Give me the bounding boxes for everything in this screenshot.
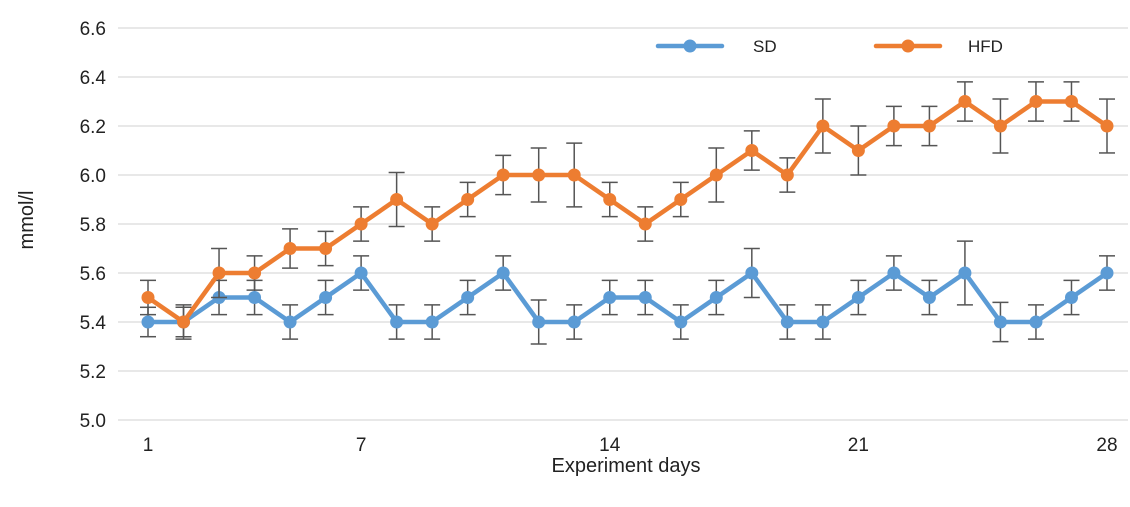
legend-item-hfd: HFD — [873, 37, 1003, 56]
data-point — [212, 266, 226, 280]
data-point — [603, 193, 617, 206]
data-point — [816, 315, 830, 329]
x-tick-label: 7 — [356, 435, 367, 456]
data-point — [567, 315, 581, 329]
x-axis-tick-labels: 1 7 14 21 28 — [143, 435, 1118, 456]
data-point — [496, 168, 510, 182]
data-point — [354, 217, 368, 231]
data-point — [248, 291, 262, 304]
data-point — [177, 315, 191, 329]
data-point — [283, 242, 297, 255]
y-tick-label: 6.6 — [80, 19, 106, 40]
y-tick-label: 5.2 — [80, 362, 106, 383]
data-point — [674, 193, 688, 206]
data-point — [248, 266, 262, 280]
data-point — [283, 315, 297, 329]
legend-label: SD — [753, 37, 777, 56]
data-point — [567, 168, 581, 182]
gridlines — [118, 27, 1128, 421]
data-point — [922, 291, 936, 304]
series-sd — [140, 240, 1115, 345]
x-tick-label: 28 — [1096, 435, 1117, 456]
legend-marker — [901, 39, 915, 53]
data-point — [390, 315, 404, 329]
legend-marker — [683, 39, 697, 53]
x-tick-label: 21 — [848, 435, 869, 456]
data-point — [425, 315, 439, 329]
data-point — [425, 217, 439, 231]
data-point — [851, 291, 865, 304]
data-point — [496, 266, 510, 280]
legend-item-sd: SD — [655, 37, 777, 56]
data-point — [141, 291, 155, 304]
y-tick-label: 5.8 — [80, 215, 106, 236]
data-point — [709, 291, 723, 304]
data-point — [709, 168, 723, 182]
data-point — [532, 168, 546, 182]
data-point — [993, 119, 1007, 133]
data-point — [532, 315, 546, 329]
data-point — [461, 291, 475, 304]
data-point — [390, 193, 404, 206]
data-point — [745, 144, 759, 157]
data-point — [887, 266, 901, 280]
data-point — [780, 168, 794, 182]
y-tick-label: 5.4 — [80, 313, 107, 334]
data-point — [603, 291, 617, 304]
data-point — [319, 242, 333, 255]
y-tick-label: 5.0 — [80, 411, 106, 432]
data-point — [780, 315, 794, 329]
data-point — [887, 119, 901, 133]
data-point — [638, 217, 652, 231]
data-point — [461, 193, 475, 206]
x-tick-label: 1 — [143, 435, 154, 456]
data-point — [1064, 95, 1078, 108]
data-point — [319, 291, 333, 304]
data-point — [1029, 315, 1043, 329]
y-axis-tick-labels: 5.0 5.2 5.4 5.6 5.8 6.0 6.2 6.4 6.6 — [80, 19, 107, 432]
data-point — [1064, 291, 1078, 304]
data-point — [958, 266, 972, 280]
data-point — [1100, 266, 1114, 280]
data-point — [1100, 119, 1114, 133]
y-tick-label: 5.6 — [80, 264, 106, 285]
series-line — [145, 270, 1110, 325]
data-point — [638, 291, 652, 304]
series-layer — [140, 81, 1115, 345]
data-point — [141, 315, 155, 329]
y-tick-label: 6.4 — [80, 68, 107, 89]
data-point — [1029, 95, 1043, 108]
x-tick-label: 14 — [599, 435, 621, 456]
series-line — [145, 99, 1110, 325]
series-hfd — [140, 81, 1115, 340]
y-tick-label: 6.2 — [80, 117, 106, 138]
data-point — [958, 95, 972, 108]
data-point — [816, 119, 830, 133]
data-point — [922, 119, 936, 133]
data-point — [674, 315, 688, 329]
data-point — [993, 315, 1007, 329]
y-axis-title: mmol/l — [16, 191, 38, 250]
x-axis-title: Experiment days — [552, 455, 701, 477]
data-point — [745, 266, 759, 280]
legend-label: HFD — [968, 37, 1003, 56]
legend: SD HFD — [655, 37, 1003, 56]
data-point — [354, 266, 368, 280]
data-point — [851, 144, 865, 157]
y-tick-label: 6.0 — [80, 166, 106, 187]
